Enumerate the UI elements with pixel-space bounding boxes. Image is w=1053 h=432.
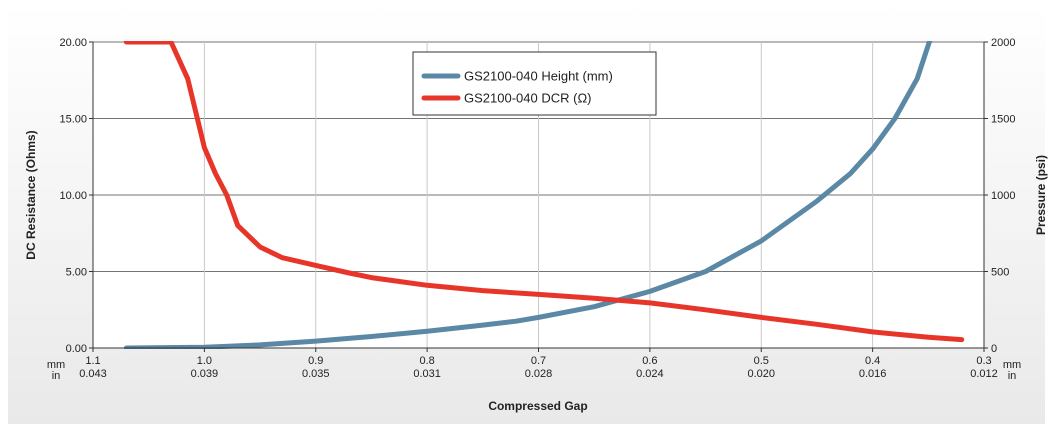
y-left-tick-label: 0.00 (66, 343, 87, 355)
y-right-tick-label: 1500 (991, 114, 1015, 126)
x-tick-label-in: 0.012 (970, 368, 998, 380)
x-unit-in-left: in (52, 370, 61, 382)
legend-label-dcr: GS2100-040 DCR (Ω) (464, 91, 592, 106)
x-tick-label-in: 0.035 (302, 368, 330, 380)
x-tick-label-mm: 0.5 (754, 355, 769, 367)
x-tick-label-in: 0.016 (859, 368, 887, 380)
x-tick-label-mm: 1.1 (85, 355, 100, 367)
x-unit-mm-left: mm (47, 359, 65, 371)
x-unit-mm-right: mm (1003, 359, 1021, 371)
x-tick-label-mm: 0.7 (531, 355, 546, 367)
x-tick-label-mm: 0.4 (865, 355, 880, 367)
x-tick-label-in: 0.043 (79, 368, 107, 380)
series-line-dcr (123, 41, 965, 343)
y-left-tick-label: 15.00 (59, 114, 87, 126)
series-line-height (123, 41, 933, 349)
x-tick-label-in: 0.039 (191, 368, 219, 380)
legend: GS2100-040 Height (mm) GS2100-040 DCR (Ω… (412, 51, 657, 116)
x-tick-label-in: 0.024 (636, 368, 664, 380)
y-right-tick-label: 500 (991, 267, 1009, 279)
x-tick-label-mm: 0.8 (419, 355, 434, 367)
legend-box (412, 51, 657, 116)
tick-labels: 0.00 5.00 10.00 15.00 20.00 0 500 1000 1500 2000 1… (59, 37, 1015, 380)
y-axis-left-title: DC Resistance (Ohms) (24, 130, 38, 259)
x-axis-title: Compressed Gap (488, 399, 587, 413)
x-tick-label-mm: 0.3 (976, 355, 991, 367)
y-right-tick-label: 0 (991, 343, 997, 355)
y-left-tick-label: 10.00 (59, 190, 87, 202)
x-tick-label-in: 0.031 (413, 368, 441, 380)
x-tick-label-in: 0.028 (525, 368, 553, 380)
x-tick-label-mm: 1.0 (197, 355, 212, 367)
y-right-tick-label: 2000 (991, 37, 1015, 49)
y-right-tick-label: 1000 (991, 190, 1015, 202)
axes (89, 41, 988, 352)
x-tick-label-in: 0.020 (747, 368, 775, 380)
y-axis-right-title: Pressure (psi) (1034, 155, 1048, 235)
y-left-tick-label: 5.00 (66, 267, 87, 279)
legend-label-height: GS2100-040 Height (mm) (464, 69, 613, 84)
x-tick-label-mm: 0.9 (308, 355, 323, 367)
series-lines (123, 41, 965, 349)
grid-lines (93, 41, 984, 348)
y-left-tick-label: 20.00 (59, 37, 87, 49)
x-tick-label-mm: 0.6 (642, 355, 657, 367)
x-unit-in-right: in (1008, 370, 1017, 382)
